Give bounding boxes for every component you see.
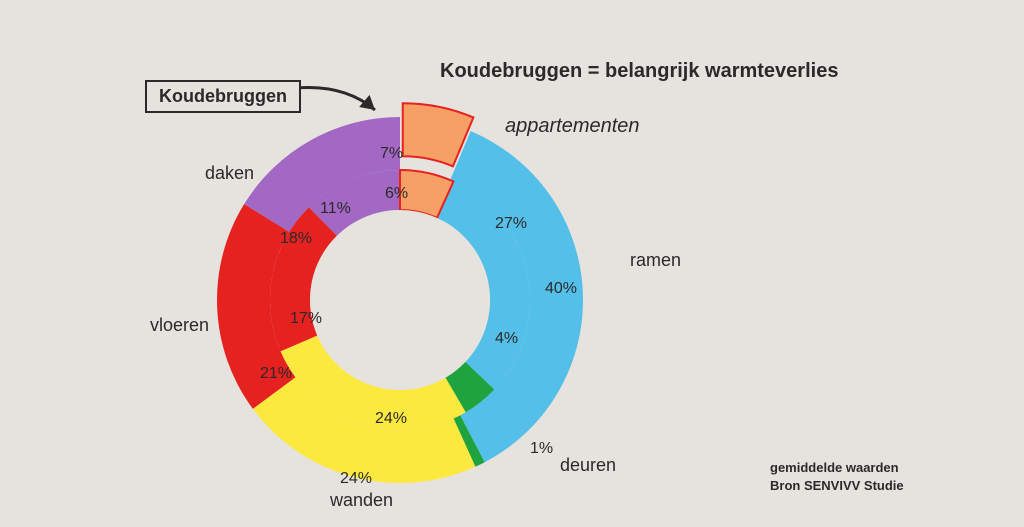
- pct-label-inner_ramen: 27%: [495, 215, 527, 233]
- arrow-head-icon: [359, 95, 375, 110]
- footnote-line-2: Bron SENVIVV Studie: [770, 478, 904, 493]
- pct-label-outer_deuren: 1%: [530, 440, 553, 458]
- pct-label-inner_koude: 6%: [385, 185, 408, 203]
- segment-label-wanden: wanden: [330, 490, 393, 511]
- donut-hole: [310, 210, 490, 390]
- segment-label-daken: daken: [205, 163, 254, 184]
- pct-label-inner_daken: 11%: [320, 200, 351, 218]
- chart-subtitle: appartementen: [505, 115, 640, 138]
- segment-label-ramen: ramen: [630, 250, 681, 271]
- segment-label-vloeren: vloeren: [150, 315, 209, 336]
- pct-label-inner_wanden: 24%: [375, 410, 407, 428]
- koudebruggen-label-box: Koudebruggen: [145, 80, 301, 113]
- pct-label-outer_daken: 18%: [280, 230, 312, 248]
- pct-label-inner_vloeren: 17%: [290, 310, 322, 328]
- pct-label-outer_wanden: 24%: [340, 470, 372, 488]
- footnote-line-1: gemiddelde waarden: [770, 460, 899, 475]
- pct-label-outer_ramen: 40%: [545, 280, 577, 298]
- pct-label-outer_vloeren: 21%: [260, 365, 292, 383]
- pct-label-outer_koude: 7%: [380, 145, 403, 163]
- pct-label-inner_deuren: 4%: [495, 330, 518, 348]
- segment-label-deuren: deuren: [560, 455, 616, 476]
- chart-title: Koudebruggen = belangrijk warmteverlies: [440, 60, 838, 83]
